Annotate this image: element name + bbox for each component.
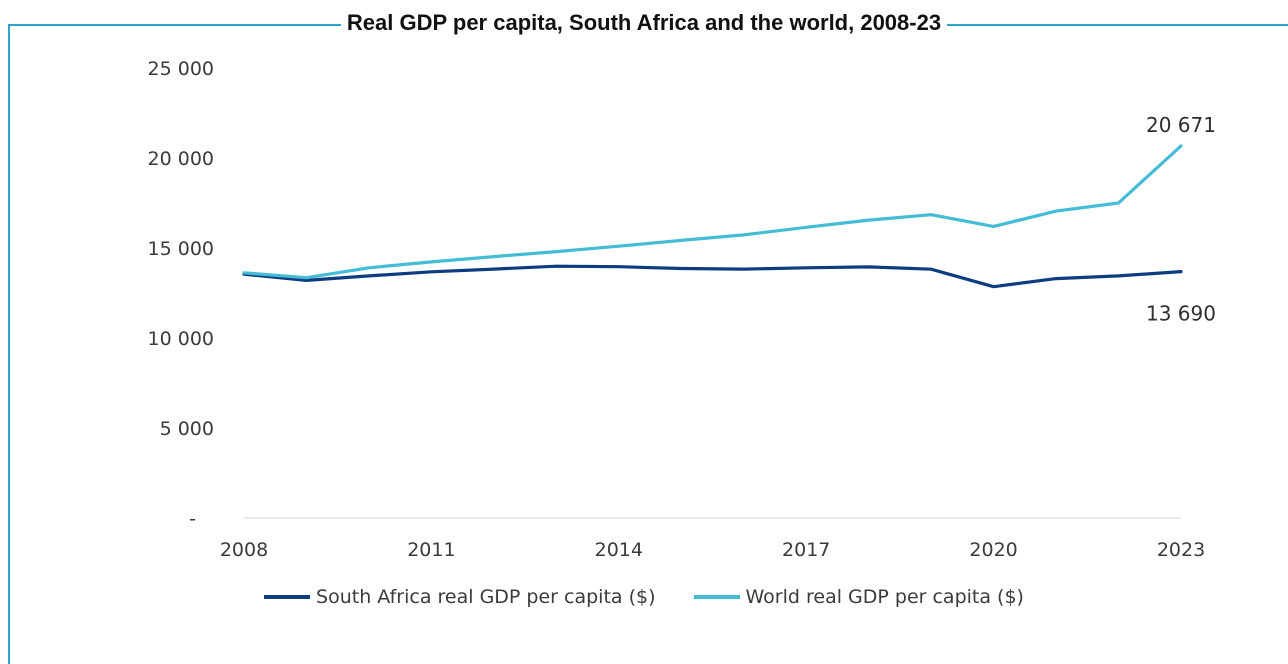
- x-tick-label: 2020: [969, 539, 1017, 561]
- legend-swatch-world: [693, 595, 740, 599]
- chart-title: Real GDP per capita, South Africa and th…: [340, 10, 948, 35]
- y-tick-label: -: [189, 508, 196, 530]
- chart-title-wrap: Real GDP per capita, South Africa and th…: [0, 10, 1288, 36]
- legend-swatch-south-africa: [264, 595, 311, 599]
- series-line-world: [242, 144, 1183, 280]
- legend-item-south-africa: South Africa real GDP per capita ($): [264, 586, 656, 608]
- data-label-world: 20 671: [1146, 113, 1216, 137]
- legend: South Africa real GDP per capita ($) Wor…: [0, 586, 1288, 608]
- y-tick-label: 20 000: [148, 148, 214, 170]
- y-tick-label: 5 000: [160, 418, 214, 440]
- y-tick-label: 10 000: [148, 328, 214, 350]
- x-tick-label: 2008: [220, 539, 268, 561]
- chart-frame: Real GDP per capita, South Africa and th…: [0, 10, 1288, 664]
- legend-label-world: World real GDP per capita ($): [745, 586, 1024, 608]
- legend-item-world: World real GDP per capita ($): [693, 586, 1024, 608]
- x-tick-label: 2014: [595, 539, 643, 561]
- y-axis: - 5 000 10 000 15 000 20 000 25 000: [148, 58, 214, 530]
- legend-label-south-africa: South Africa real GDP per capita ($): [316, 586, 656, 608]
- y-tick-label: 25 000: [148, 58, 214, 80]
- x-tick-label: 2017: [782, 539, 830, 561]
- series-lines: [242, 144, 1183, 289]
- data-labels: 13 690 20 671: [1146, 113, 1216, 326]
- x-tick-label: 2011: [407, 539, 455, 561]
- x-tick-label: 2023: [1157, 539, 1205, 561]
- series-line-south-africa: [242, 264, 1183, 289]
- y-tick-label: 15 000: [148, 238, 214, 260]
- x-axis: 2008 2011 2014 2017 2020 2023: [220, 539, 1205, 561]
- data-label-south-africa: 13 690: [1146, 302, 1216, 326]
